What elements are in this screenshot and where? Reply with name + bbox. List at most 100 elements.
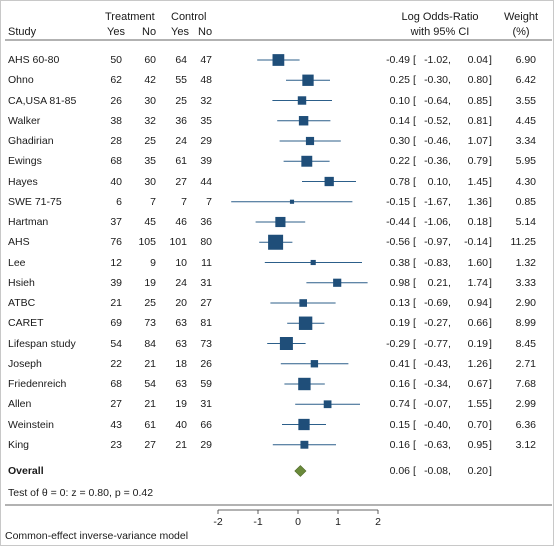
study-weight: 7.68 <box>515 378 536 390</box>
study-marker <box>268 234 284 250</box>
treatment-no-count: 25 <box>144 297 156 309</box>
x-tick-label: -1 <box>253 516 262 528</box>
ci-open-bracket: [ <box>413 337 416 350</box>
study-estimate: -0.44 <box>386 216 410 228</box>
header-control-yes: Yes <box>171 26 189 38</box>
control-no-count: 7 <box>206 195 212 208</box>
control-no-count: 66 <box>200 418 212 431</box>
ci-open-bracket: [ <box>413 54 416 66</box>
study-name: ATBC <box>8 297 36 309</box>
study-ci-high: 1.36 <box>467 195 488 208</box>
study-ci-low: -0.27 <box>424 317 448 330</box>
study-ci-high: 1.45 <box>467 175 488 188</box>
ci-comma: , <box>448 94 451 107</box>
control-yes-count: 24 <box>175 135 187 147</box>
study-ci-high: 1.07 <box>467 135 488 147</box>
ci-close-bracket: ] <box>489 357 492 370</box>
control-no-count: 36 <box>200 216 212 228</box>
study-ci-high: -0.14 <box>464 236 488 249</box>
study-marker <box>289 199 295 204</box>
control-yes-count: 36 <box>175 114 187 127</box>
ci-close-bracket: ] <box>489 438 492 451</box>
study-name: Lifespan study <box>8 337 76 350</box>
study-ci-low: -0.77 <box>424 337 448 350</box>
study-name: Ewings <box>8 155 42 168</box>
overall-label: Overall <box>8 465 44 477</box>
control-no-count: 39 <box>200 155 212 168</box>
overall-estimate: 0.06 <box>389 465 410 477</box>
control-no-count: 80 <box>200 236 212 249</box>
control-yes-count: 63 <box>175 378 187 390</box>
study-ci-high: 0.85 <box>467 94 488 107</box>
treatment-no-count: 27 <box>144 438 156 451</box>
study-ci-low: -0.36 <box>424 155 448 168</box>
ci-close-bracket: ] <box>489 418 492 431</box>
study-ci-high: 0.80 <box>467 74 488 87</box>
ci-open-bracket: [ <box>413 94 416 107</box>
control-no-count: 29 <box>200 135 212 147</box>
ci-close-bracket: ] <box>489 74 492 87</box>
x-tick-label: -2 <box>213 516 222 528</box>
control-no-count: 47 <box>200 54 212 66</box>
study-name: Ghadirian <box>8 135 54 147</box>
treatment-yes-count: 6 <box>116 195 122 208</box>
ci-close-bracket: ] <box>489 175 492 188</box>
ci-open-bracket: [ <box>413 74 416 87</box>
test-statistic: Test of θ = 0: z = 0.80, p = 0.42 <box>8 487 154 499</box>
study-marker <box>333 278 342 287</box>
control-yes-count: 40 <box>175 418 187 431</box>
control-no-count: 44 <box>200 175 212 188</box>
ci-close-bracket: ] <box>489 155 492 168</box>
ci-close-bracket: ] <box>489 297 492 309</box>
study-ci-low: -0.97 <box>424 236 448 249</box>
treatment-no-count: 60 <box>144 54 156 66</box>
study-name: CARET <box>8 317 44 330</box>
ci-comma: , <box>448 155 451 168</box>
study-marker <box>279 337 293 350</box>
treatment-yes-count: 43 <box>110 418 122 431</box>
ci-comma: , <box>448 175 451 188</box>
ci-open-bracket: [ <box>413 378 416 390</box>
study-marker <box>301 155 313 167</box>
ci-comma: , <box>448 54 451 66</box>
control-yes-count: 7 <box>181 195 187 208</box>
study-ci-high: 0.04 <box>467 54 488 66</box>
study-ci-low: -0.34 <box>424 378 448 390</box>
ci-comma: , <box>448 74 451 87</box>
ci-open-bracket: [ <box>413 135 416 147</box>
treatment-yes-count: 50 <box>110 54 122 66</box>
study-name: CA,USA 81-85 <box>8 94 77 107</box>
study-ci-low: -0.46 <box>424 135 448 147</box>
x-tick-label: 1 <box>335 516 341 528</box>
ci-close-bracket: ] <box>489 195 492 208</box>
study-ci-low: -0.83 <box>424 256 448 269</box>
study-name: Hsieh <box>8 276 35 289</box>
treatment-no-count: 54 <box>144 378 156 390</box>
study-name: AHS <box>8 236 30 249</box>
treatment-no-count: 7 <box>150 195 156 208</box>
study-ci-low: -1.02 <box>424 54 448 66</box>
control-yes-count: 63 <box>175 337 187 350</box>
study-name: Allen <box>8 398 32 411</box>
treatment-no-count: 73 <box>144 317 156 330</box>
x-tick-label: 2 <box>375 516 381 528</box>
treatment-yes-count: 21 <box>110 297 122 309</box>
ci-open-bracket: [ <box>413 155 416 168</box>
control-no-count: 32 <box>200 94 212 107</box>
ci-open-bracket: [ <box>413 418 416 431</box>
study-ci-high: 0.67 <box>467 378 488 390</box>
treatment-yes-count: 26 <box>110 94 122 107</box>
treatment-yes-count: 54 <box>110 337 122 350</box>
study-weight: 3.55 <box>515 94 536 107</box>
control-no-count: 29 <box>200 438 212 451</box>
overall-ci-open: [ <box>413 465 416 477</box>
overall-diamond <box>294 465 307 477</box>
treatment-yes-count: 40 <box>110 175 122 188</box>
study-ci-low: 0.21 <box>427 276 448 289</box>
treatment-no-count: 32 <box>144 114 156 127</box>
ci-comma: , <box>448 135 451 147</box>
study-ci-low: 0.10 <box>427 175 448 188</box>
study-marker <box>302 74 314 86</box>
control-yes-count: 10 <box>175 256 187 269</box>
ci-comma: , <box>448 317 451 330</box>
